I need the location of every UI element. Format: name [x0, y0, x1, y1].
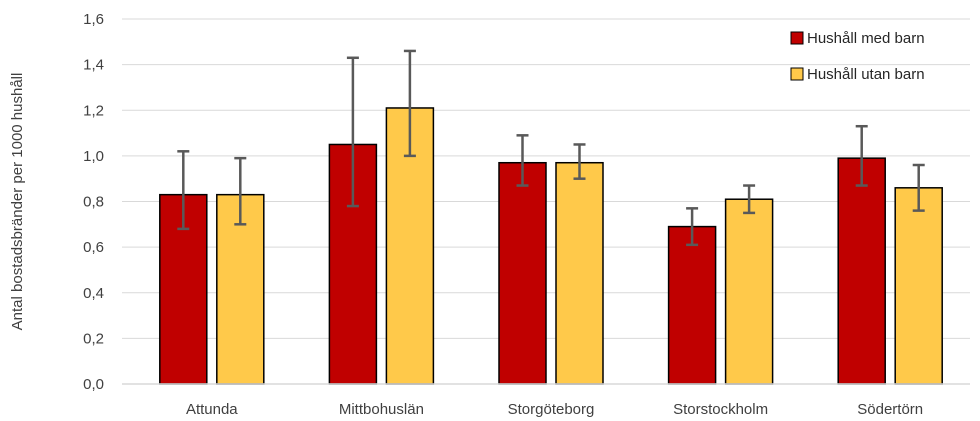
- legend-label: Hushåll utan barn: [807, 66, 925, 83]
- x-tick-label: Attunda: [186, 401, 238, 418]
- y-tick-label: 1,0: [83, 148, 104, 165]
- x-tick-label: Mittbohuslän: [339, 401, 424, 418]
- y-axis-ticks: 0,0 0,2 0,4 0,6 0,8 1,0 1,2 1,4 1,6: [83, 11, 104, 393]
- y-tick-label: 0,2: [83, 330, 104, 347]
- y-tick-label: 0,8: [83, 194, 104, 211]
- y-tick-label: 1,4: [83, 57, 104, 74]
- bar-med-barn-4: [837, 157, 886, 385]
- x-tick-label: Storstockholm: [673, 401, 768, 418]
- error-bars: [177, 49, 925, 247]
- legend: Hushåll med barn Hushåll utan barn: [790, 30, 925, 83]
- x-tick-label: Storgöteborg: [508, 401, 595, 418]
- y-tick-label: 0,6: [83, 239, 104, 256]
- bar-utan-barn-4: [894, 187, 943, 385]
- legend-label: Hushåll med barn: [807, 30, 925, 47]
- legend-swatch: [790, 31, 804, 45]
- y-axis-label: Antal bostadsbränder per 1000 hushåll: [9, 73, 26, 331]
- bar-med-barn-2: [498, 161, 547, 385]
- y-tick-label: 1,6: [83, 11, 104, 28]
- x-axis-ticks: Attunda Mittbohuslän Storgöteborg Storstock…: [186, 401, 923, 418]
- bar-utan-barn-2: [555, 161, 604, 385]
- bar-utan-barn-3: [724, 198, 774, 385]
- y-tick-label: 0,0: [83, 376, 104, 393]
- y-tick-label: 1,2: [83, 102, 104, 119]
- bar-med-barn-3: [667, 225, 717, 385]
- legend-swatch: [790, 67, 804, 81]
- x-tick-label: Södertörn: [857, 401, 923, 418]
- bar-utan-barn-1: [385, 107, 435, 385]
- y-tick-label: 0,4: [83, 285, 104, 302]
- bars: [159, 107, 943, 385]
